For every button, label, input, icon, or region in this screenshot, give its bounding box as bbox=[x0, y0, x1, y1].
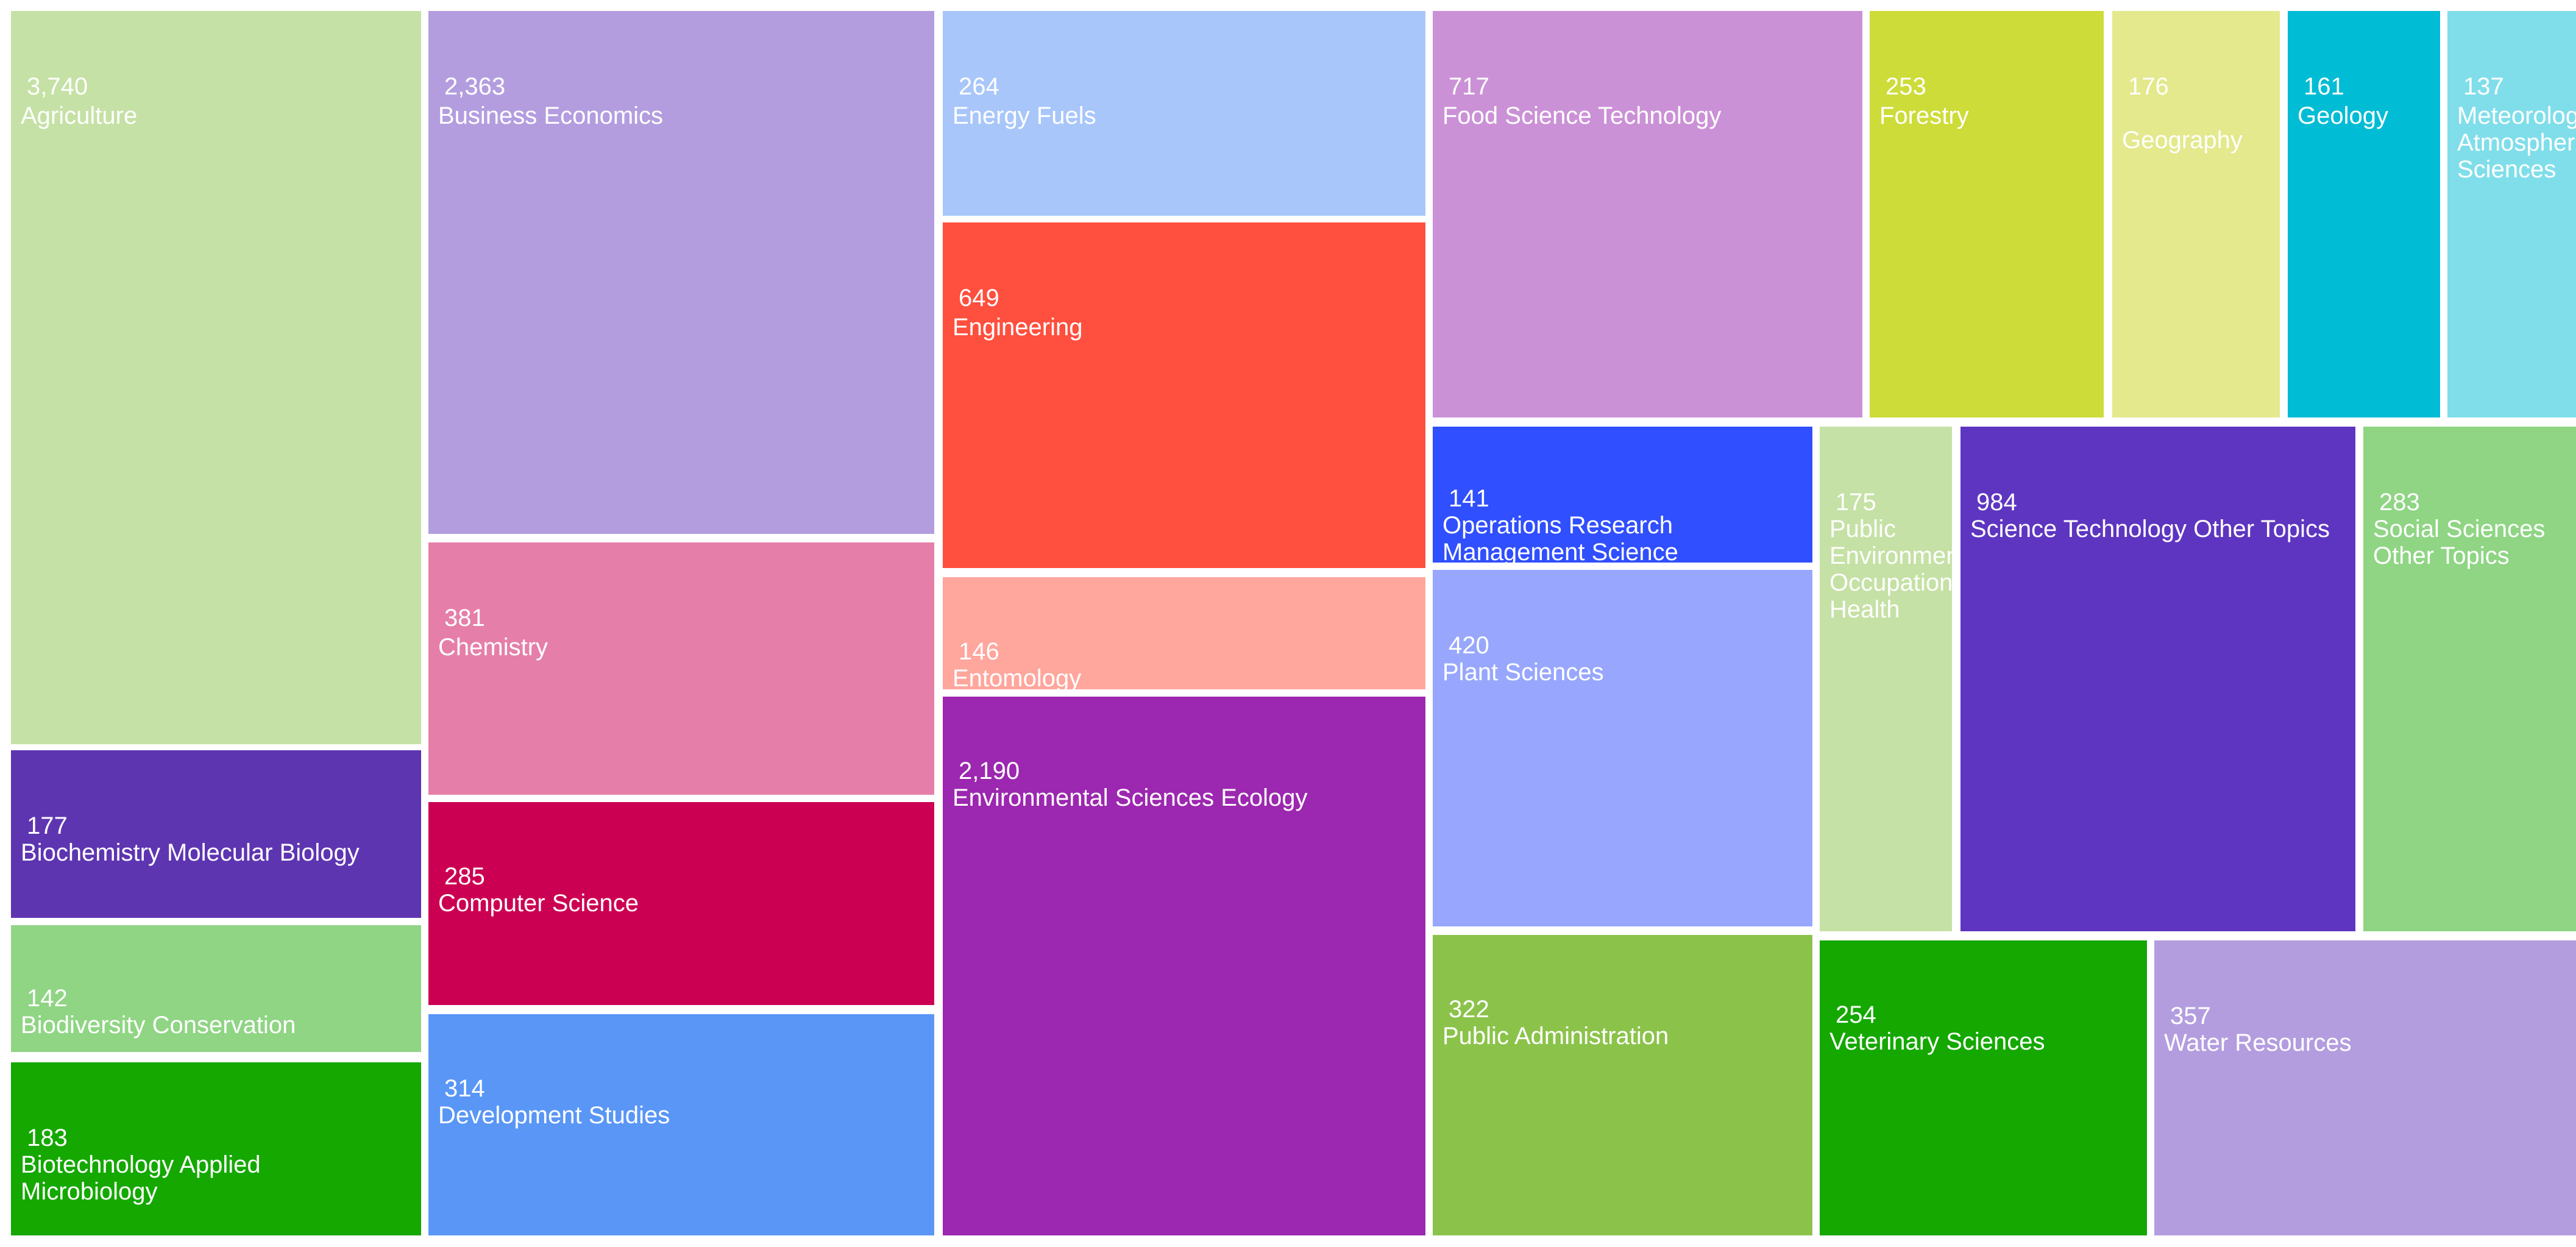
treemap-cell-chemistry[interactable]: 381 Chemistry bbox=[428, 542, 934, 795]
treemap-cell-entomology[interactable]: 146 Entomology bbox=[943, 577, 1425, 689]
treemap-cell-value: 3,740 bbox=[27, 73, 88, 100]
treemap-cell-public-administration[interactable]: 322 Public Administration bbox=[1433, 935, 1812, 1235]
treemap-cell-value: 357 bbox=[2170, 1003, 2211, 1029]
treemap-cell-environmental-sciences-ecology[interactable]: 2,190 Environmental Sciences Ecology bbox=[943, 697, 1425, 1235]
treemap-cell-value: 381 bbox=[444, 605, 485, 631]
treemap-cell-business-economics[interactable]: 2,363 Business Economics bbox=[428, 11, 934, 534]
treemap-cell-label: Entomology bbox=[953, 665, 1082, 689]
treemap-cell-geology[interactable]: 161 Geology bbox=[2288, 11, 2440, 417]
treemap-cell-value: 253 bbox=[1886, 73, 1926, 100]
treemap-cell-label: Public Environmental Occupational Health bbox=[1829, 516, 1952, 623]
treemap-cell-biotechnology-applied-microbiology[interactable]: 183 Biotechnology Applied Microbiology bbox=[11, 1062, 421, 1235]
treemap-cell-value: 283 bbox=[2379, 489, 2420, 516]
treemap-cell-value: 175 bbox=[1836, 489, 1876, 516]
treemap-cell-label: Business Economics bbox=[438, 102, 664, 129]
treemap-cell-value: 264 bbox=[959, 73, 999, 100]
treemap-cell-label: Food Science Technology bbox=[1442, 102, 1722, 129]
treemap-cell-biochemistry-molecular-biology[interactable]: 177 Biochemistry Molecular Biology bbox=[11, 750, 421, 918]
treemap-cell-value: 177 bbox=[27, 812, 68, 839]
treemap-cell-energy-fuels[interactable]: 264 Energy Fuels bbox=[943, 11, 1425, 216]
treemap-cell-label: Biotechnology Applied Microbiology bbox=[21, 1151, 261, 1205]
treemap-cell-value: 183 bbox=[27, 1124, 68, 1151]
treemap-cell-label: Biochemistry Molecular Biology bbox=[21, 839, 360, 866]
treemap-cell-label: Biodiversity Conservation bbox=[21, 1012, 296, 1039]
treemap-cell-agriculture[interactable]: 3,740 Agriculture bbox=[11, 11, 421, 744]
treemap-cell-development-studies[interactable]: 314 Development Studies bbox=[428, 1014, 934, 1235]
treemap-cell-value: 176 bbox=[2128, 73, 2169, 100]
treemap-cell-label: Energy Fuels bbox=[953, 102, 1096, 129]
treemap-cell-value: 2,363 bbox=[444, 73, 506, 100]
treemap-cell-label: Science Technology Other Topics bbox=[1970, 516, 2330, 542]
treemap-cell-label: Geology bbox=[2297, 102, 2388, 129]
treemap-cell-label: Public Administration bbox=[1442, 1023, 1669, 1050]
treemap-cell-label: Engineering bbox=[953, 314, 1083, 341]
treemap-cell-value: 142 bbox=[27, 985, 68, 1012]
treemap-cell-engineering[interactable]: 649 Engineering bbox=[943, 222, 1425, 568]
treemap-cell-value: 161 bbox=[2304, 73, 2344, 100]
treemap-cell-value: 717 bbox=[1449, 73, 1489, 100]
treemap-cell-label: Meteorology Atmospheric Sciences bbox=[2457, 102, 2576, 183]
treemap-cell-label: Veterinary Sciences bbox=[1829, 1028, 2045, 1055]
treemap-cell-value: 146 bbox=[959, 638, 999, 665]
treemap-cell-value: 649 bbox=[959, 285, 999, 311]
treemap-cell-value: 2,190 bbox=[959, 758, 1020, 784]
treemap-cell-value: 322 bbox=[1449, 996, 1489, 1023]
treemap-cell-value: 141 bbox=[1449, 485, 1489, 512]
treemap-cell-operations-research-management-science[interactable]: 141 Operations Research Management Scienc… bbox=[1433, 427, 1812, 563]
treemap-cell-biodiversity-conservation[interactable]: 142 Biodiversity Conservation bbox=[11, 925, 421, 1052]
treemap-cell-computer-science[interactable]: 285 Computer Science bbox=[428, 802, 934, 1005]
treemap-cell-social-sciences-other-topics[interactable]: 283 Social Sciences Other Topics bbox=[2363, 427, 2576, 931]
treemap-cell-forestry[interactable]: 253 Forestry bbox=[1870, 11, 2104, 417]
treemap-cell-label: Agriculture bbox=[21, 102, 138, 129]
treemap-cell-label: Geography bbox=[2122, 127, 2243, 154]
treemap-cell-label: Forestry bbox=[1879, 102, 1969, 129]
treemap-cell-label: Operations Research Management Science bbox=[1442, 512, 1678, 563]
treemap-cell-food-science-technology[interactable]: 717 Food Science Technology bbox=[1433, 11, 1862, 417]
treemap-cell-label: Plant Sciences bbox=[1442, 659, 1604, 686]
treemap-cell-value: 984 bbox=[1976, 489, 2017, 516]
treemap-cell-label: Environmental Sciences Ecology bbox=[953, 784, 1308, 811]
treemap-cell-veterinary-sciences[interactable]: 254 Veterinary Sciences bbox=[1820, 940, 2147, 1235]
treemap-cell-value: 254 bbox=[1836, 1001, 1876, 1028]
treemap-cell-label: Chemistry bbox=[438, 634, 548, 661]
treemap-cell-label: Water Resources bbox=[2164, 1029, 2352, 1056]
treemap-cell-value: 420 bbox=[1449, 632, 1489, 659]
treemap-cell-geography[interactable]: 176 Geography bbox=[2112, 11, 2280, 417]
treemap-cell-science-technology-other-topics[interactable]: 984 Science Technology Other Topics bbox=[1960, 427, 2355, 931]
treemap-cell-label: Computer Science bbox=[438, 890, 639, 917]
treemap-cell-value: 137 bbox=[2463, 73, 2504, 100]
treemap-cell-meteorology-atmospheric-sciences[interactable]: 137Meteorology Atmospheric Sciences bbox=[2447, 11, 2576, 417]
treemap-cell-water-resources[interactable]: 357 Water Resources bbox=[2154, 940, 2576, 1235]
treemap-cell-label: Development Studies bbox=[438, 1102, 670, 1129]
treemap-cell-label: Social Sciences Other Topics bbox=[2373, 516, 2546, 569]
treemap-cell-value: 314 bbox=[444, 1075, 485, 1102]
treemap-cell-plant-sciences[interactable]: 420 Plant Sciences bbox=[1433, 570, 1812, 926]
treemap-cell-value: 285 bbox=[444, 863, 485, 890]
